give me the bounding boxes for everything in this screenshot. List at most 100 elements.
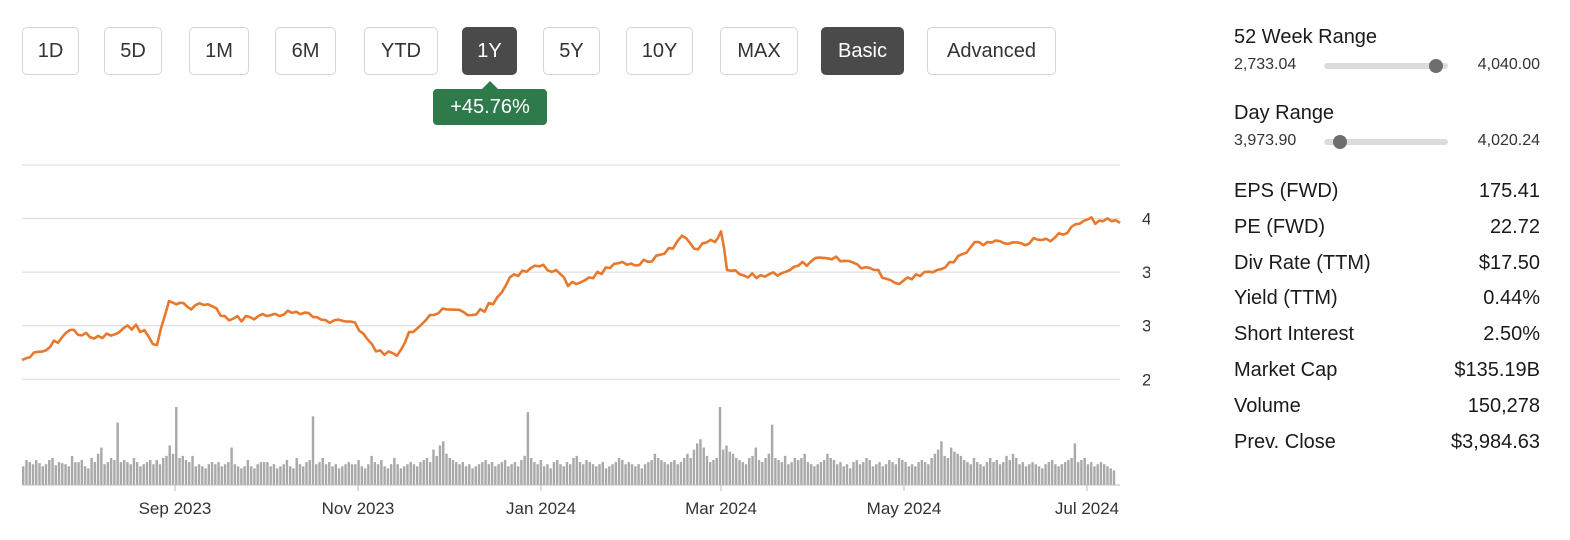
volume-bar bbox=[650, 460, 653, 485]
volume-bar bbox=[1080, 460, 1083, 485]
volume-bar bbox=[930, 457, 933, 485]
volume-bar bbox=[1005, 455, 1008, 485]
volume-bar bbox=[442, 441, 445, 485]
range-button-1y[interactable]: 1Y bbox=[462, 27, 517, 75]
volume-bar bbox=[298, 464, 302, 485]
volume-bar bbox=[754, 447, 758, 485]
volume-bar bbox=[282, 464, 285, 485]
volume-bar bbox=[44, 464, 48, 485]
volume-bar bbox=[728, 451, 731, 485]
volume-bar bbox=[741, 462, 745, 485]
volume-bar bbox=[31, 464, 35, 485]
volume-bar bbox=[923, 462, 927, 485]
range-button-1d[interactable]: 1D bbox=[22, 27, 79, 75]
volume-bar bbox=[891, 462, 894, 485]
volume-bar bbox=[712, 460, 715, 485]
volume-bar bbox=[376, 464, 380, 485]
volume-bar bbox=[1024, 466, 1028, 485]
volume-bar bbox=[1054, 464, 1057, 485]
volume-bar bbox=[555, 460, 559, 485]
volume-bar bbox=[197, 464, 201, 485]
stats-panel: 52 Week Range 2,733.04 4,040.00 Day Rang… bbox=[1234, 26, 1540, 453]
range-button-6m[interactable]: 6M bbox=[275, 27, 336, 75]
stat-row: Short Interest 2.50% bbox=[1234, 319, 1540, 355]
stat-value: 2.50% bbox=[1483, 323, 1540, 346]
volume-bar bbox=[188, 462, 191, 485]
volume-bar bbox=[835, 464, 839, 485]
volume-bar bbox=[370, 455, 373, 485]
stat-row: Yield (TTM) 0.44% bbox=[1234, 283, 1540, 319]
volume-bar bbox=[621, 460, 624, 485]
volume-bar bbox=[735, 457, 738, 485]
range-button-1m[interactable]: 1M bbox=[189, 27, 249, 75]
volume-bar bbox=[542, 466, 546, 485]
range-button-5d[interactable]: 5D bbox=[104, 27, 162, 75]
volume-bar bbox=[155, 460, 158, 485]
volume-bar bbox=[497, 464, 500, 485]
volume-bar bbox=[875, 464, 878, 485]
x-tick-label: Nov 2023 bbox=[322, 499, 395, 518]
range-button-basic[interactable]: Basic bbox=[821, 27, 904, 75]
volume-bar bbox=[819, 462, 823, 485]
volume-bar bbox=[604, 468, 608, 485]
volume-bar bbox=[780, 462, 784, 485]
volume-bar bbox=[445, 453, 448, 485]
day-range: Day Range 3,973.90 4,020.24 bbox=[1234, 102, 1540, 178]
volume-bar bbox=[126, 462, 129, 485]
volume-bar bbox=[428, 462, 432, 485]
volume-bar bbox=[849, 468, 852, 485]
volume-bar bbox=[585, 460, 588, 485]
volume-bar bbox=[793, 457, 797, 485]
volume-bar bbox=[1044, 464, 1047, 485]
volume-bar bbox=[230, 447, 233, 485]
volume-bar bbox=[279, 466, 282, 485]
volume-bar bbox=[865, 457, 868, 485]
volume-bar bbox=[695, 443, 699, 485]
volume-bar bbox=[249, 466, 253, 485]
volume-bar bbox=[539, 460, 543, 485]
volume-bar bbox=[718, 407, 722, 485]
range-button-max[interactable]: MAX bbox=[720, 27, 798, 75]
stat-row: Volume 150,278 bbox=[1234, 391, 1540, 427]
volume-bar bbox=[738, 460, 741, 485]
volume-bar bbox=[552, 462, 556, 485]
volume-bar bbox=[783, 455, 787, 485]
volume-bar bbox=[692, 449, 696, 485]
volume-bar bbox=[1031, 462, 1034, 485]
volume-bar bbox=[666, 464, 670, 485]
range-button-10y[interactable]: 10Y bbox=[626, 27, 693, 75]
volume-bar bbox=[171, 453, 175, 485]
volume-bar bbox=[572, 457, 575, 485]
volume-bar bbox=[656, 457, 660, 485]
volume-bar bbox=[862, 462, 865, 485]
volume-bar bbox=[920, 460, 924, 485]
volume-bar bbox=[152, 464, 155, 485]
volume-bar bbox=[122, 460, 126, 485]
volume-bar bbox=[406, 464, 409, 485]
x-tick-label: Jan 2024 bbox=[506, 499, 576, 518]
volume-bar bbox=[367, 464, 370, 485]
volume-bar bbox=[676, 464, 679, 485]
volume-bar bbox=[96, 453, 100, 485]
volume-bar bbox=[350, 464, 354, 485]
volume-bar bbox=[233, 464, 237, 485]
range-button-5y[interactable]: 5Y bbox=[543, 27, 600, 75]
volume-bar bbox=[966, 462, 969, 485]
volume-bar bbox=[35, 460, 38, 485]
volume-bar bbox=[998, 464, 1002, 485]
volume-bar bbox=[878, 462, 881, 485]
volume-bar bbox=[813, 466, 816, 485]
volume-bar bbox=[809, 464, 813, 485]
volume-bar bbox=[113, 460, 116, 485]
volume-bar bbox=[184, 460, 188, 485]
volume-bar bbox=[643, 464, 647, 485]
volume-bar bbox=[904, 462, 907, 485]
day-range-high: 4,020.24 bbox=[1477, 132, 1540, 149]
volume-bar bbox=[70, 455, 74, 485]
range-button-advanced[interactable]: Advanced bbox=[927, 27, 1056, 75]
volume-bar bbox=[223, 464, 227, 485]
volume-bar bbox=[559, 464, 562, 485]
range-button-ytd[interactable]: YTD bbox=[364, 27, 438, 75]
volume-bar bbox=[796, 460, 800, 485]
volume-bar bbox=[48, 460, 51, 485]
